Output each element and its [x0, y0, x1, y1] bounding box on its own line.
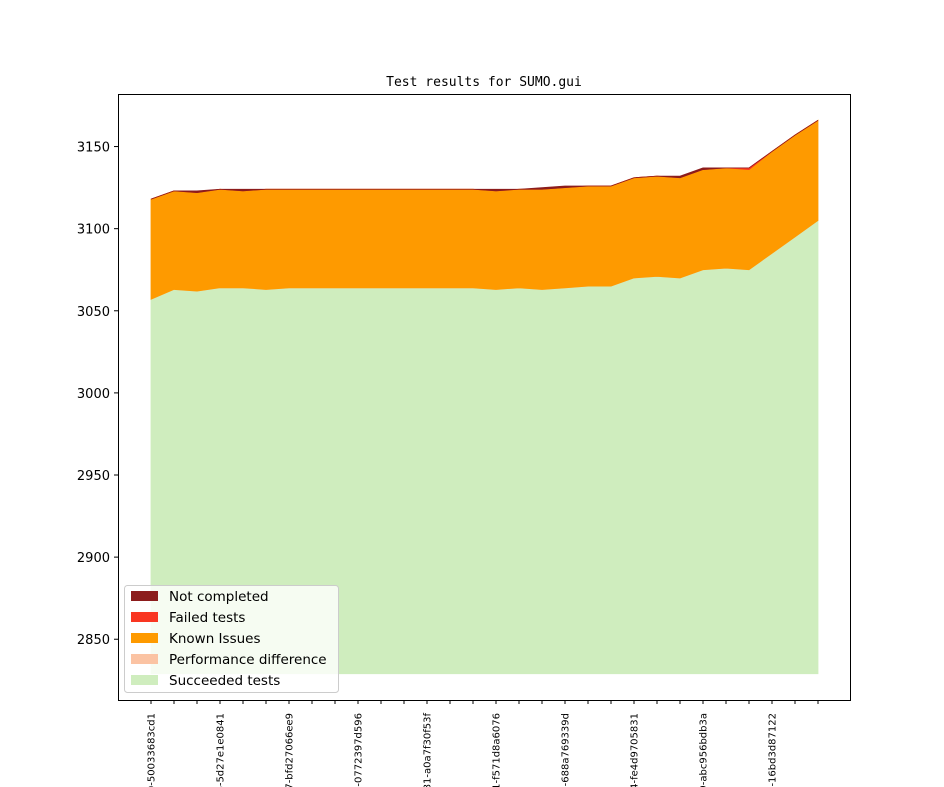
x-tick-label: 7-bfd27066ee9	[285, 713, 296, 787]
y-tick-label: 2950	[77, 469, 110, 484]
y-tick-label: 3000	[77, 387, 110, 402]
y-tick-label: 2850	[77, 633, 110, 648]
area-not-completed	[150, 119, 819, 200]
plot-areas	[150, 119, 819, 675]
x-tick-label: 81-a0a7f30f53f	[423, 713, 434, 787]
x-tick-label: 4-fe4d9705831	[630, 713, 641, 787]
legend-label: Succeeded tests	[169, 673, 280, 689]
legend-label: Not completed	[169, 589, 269, 605]
y-tick-label: 3150	[77, 141, 110, 156]
x-axis: 0-50033683cd1 6-5d27e1e0841 7-bfd27066ee9 -…	[147, 700, 819, 787]
y-axis: 2850 2900 2950 3000 3050 3100 3150	[77, 141, 118, 648]
legend-swatch	[131, 612, 158, 622]
x-tick-label: 9-abc956bdb3a	[699, 713, 710, 787]
x-tick-label: 6-688a769339d	[561, 713, 572, 787]
y-tick-label: 3050	[77, 305, 110, 320]
x-tick-label: 6-5d27e1e0841	[216, 713, 227, 787]
legend: Not completed Failed tests Known Issues Per…	[124, 585, 339, 693]
legend-label: Performance difference	[169, 652, 327, 668]
y-tick-label: 2900	[77, 551, 110, 566]
legend-label: Failed tests	[169, 610, 245, 626]
x-tick-label: 0-50033683cd1	[147, 713, 158, 787]
x-tick-label: 1-f571d8a6076	[492, 713, 503, 787]
legend-swatch	[131, 633, 158, 643]
x-tick-label: 3-16bd3d87122	[768, 713, 779, 787]
legend-swatch	[131, 654, 158, 664]
y-tick-label: 3100	[77, 223, 110, 238]
legend-frame	[124, 585, 339, 693]
x-tick-label: -0772397d596	[354, 713, 365, 787]
plot-frame	[118, 94, 851, 701]
legend-swatch	[131, 591, 158, 601]
chart-title: Test results for SUMO.gui	[386, 75, 582, 90]
legend-label: Known Issues	[169, 631, 261, 647]
legend-swatch	[131, 675, 158, 685]
